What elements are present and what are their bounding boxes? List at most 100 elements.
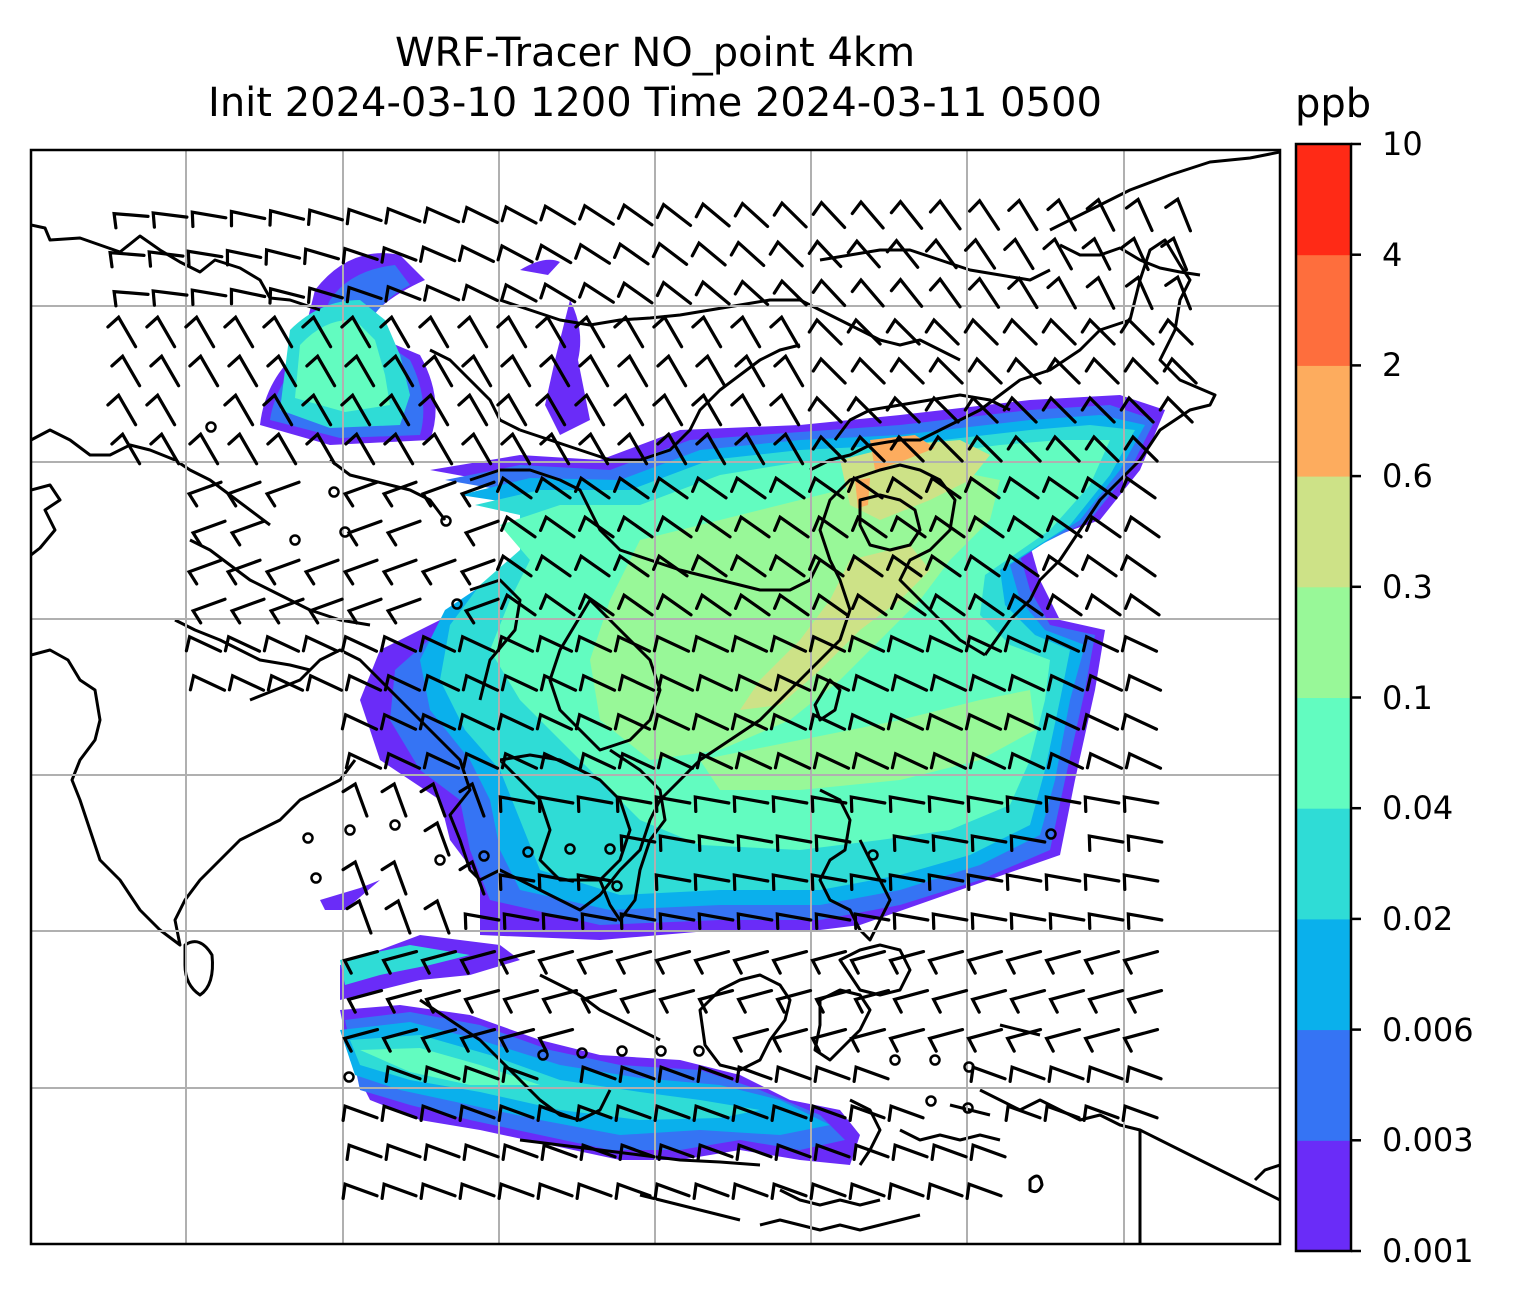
wind-barb — [385, 597, 422, 625]
wind-barb — [653, 1104, 691, 1122]
wind-barb — [926, 1182, 964, 1200]
wind-barb — [500, 514, 537, 539]
wind-barb — [381, 558, 418, 586]
wind-barb — [341, 246, 379, 265]
wind-barb — [580, 989, 618, 1014]
wind-barb — [346, 989, 384, 1014]
wind-barb — [106, 392, 138, 427]
wind-barb — [814, 989, 852, 1014]
wind-barb — [419, 245, 457, 263]
wind-barb — [574, 242, 611, 265]
wind-barb — [1042, 712, 1081, 731]
wind-barb — [693, 873, 731, 891]
calm-wind-marker — [576, 1047, 588, 1059]
wind-barb — [496, 634, 535, 653]
wind-barb — [379, 392, 411, 427]
wind-barb — [773, 592, 810, 617]
wind-barb — [1087, 834, 1125, 852]
wind-barb — [225, 480, 262, 508]
wind-barb — [1158, 317, 1194, 346]
wind-barb — [184, 314, 216, 349]
wind-barb — [1005, 795, 1043, 813]
wind-barb — [422, 673, 461, 692]
wind-barb — [931, 989, 969, 1014]
colorbar-bin — [1296, 144, 1351, 256]
wind-barb — [264, 480, 301, 508]
wind-barb — [850, 434, 886, 463]
wind-barb — [227, 431, 259, 466]
wind-barb — [535, 634, 574, 653]
wind-barb — [1080, 317, 1116, 346]
wind-barb — [771, 795, 809, 813]
wind-barb — [1046, 673, 1085, 692]
map-gridlines — [31, 150, 1280, 1244]
wind-barb — [539, 751, 578, 770]
wind-barb — [736, 834, 774, 852]
wind-barb — [188, 431, 220, 466]
wind-barb — [695, 673, 734, 692]
wind-barb — [810, 950, 848, 975]
wind-barb — [617, 673, 656, 692]
wind-barb — [461, 673, 500, 692]
wind-barb — [619, 989, 657, 1014]
wind-barb — [808, 634, 847, 653]
wind-barb — [145, 392, 177, 427]
wind-barb — [457, 314, 489, 349]
wind-barb — [1009, 834, 1047, 852]
wind-barb — [696, 1065, 734, 1083]
wind-barb — [969, 1065, 1007, 1083]
wind-barb — [964, 634, 1003, 653]
colorbar-tick-label: 4 — [1382, 235, 1403, 274]
wind-barb — [847, 634, 886, 653]
wind-barb — [697, 834, 735, 852]
wind-barb — [539, 281, 577, 304]
wind-barb — [1044, 1028, 1082, 1053]
wind-barb — [1005, 873, 1043, 891]
wind-barb — [729, 240, 766, 267]
wind-barb — [734, 431, 766, 466]
wind-barb — [775, 989, 813, 1014]
wind-barb — [384, 1143, 422, 1161]
wind-barb — [652, 634, 691, 653]
wind-barb — [964, 475, 1001, 500]
wind-barb — [617, 592, 654, 617]
wind-barb — [1085, 751, 1124, 770]
wind-barb — [929, 751, 968, 770]
wind-barb — [497, 1104, 535, 1122]
colorbar-bin — [1296, 918, 1351, 1031]
colorbar-tick-label: 0.3 — [1382, 567, 1433, 606]
wind-barb — [345, 898, 373, 935]
wind-barb — [535, 314, 567, 349]
wind-barb — [697, 912, 735, 930]
wind-barb — [500, 751, 539, 770]
wind-barb — [733, 279, 770, 306]
wind-barb — [1123, 434, 1159, 463]
wind-barb — [619, 912, 657, 930]
wind-barb — [614, 1182, 652, 1200]
wind-barb — [849, 873, 887, 891]
wind-barb — [1081, 553, 1118, 578]
wind-barb — [1007, 592, 1044, 617]
wind-barb — [266, 431, 298, 466]
wind-barb — [574, 392, 606, 427]
wind-barb — [345, 1143, 383, 1161]
wind-barb — [537, 873, 575, 891]
wind-barb — [1042, 475, 1079, 500]
wind-barb — [851, 592, 888, 617]
wind-barb — [579, 1065, 617, 1083]
wind-barb — [419, 781, 447, 818]
wind-barb — [613, 553, 650, 578]
wind-barb — [423, 898, 451, 935]
wind-barb — [769, 712, 808, 731]
wind-barb — [344, 673, 383, 692]
wind-barb — [149, 353, 181, 388]
wind-barb — [851, 751, 890, 770]
calm-wind-marker — [929, 1054, 941, 1066]
wind-barb — [656, 431, 688, 466]
wind-barb — [1085, 514, 1122, 539]
wind-barb — [1122, 873, 1160, 891]
wind-barb — [1083, 795, 1121, 813]
wind-barb — [968, 276, 1001, 309]
wind-barb — [340, 634, 379, 653]
wind-barb — [890, 592, 927, 617]
